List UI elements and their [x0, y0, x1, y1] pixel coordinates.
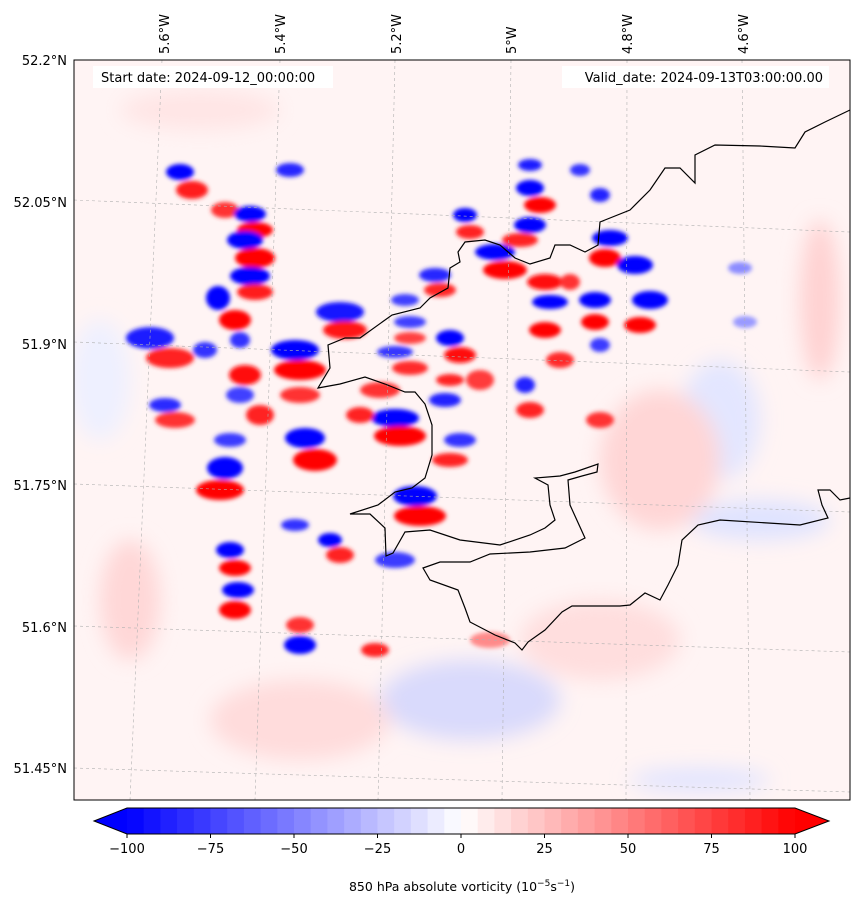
colorbar-bin — [644, 808, 662, 834]
colorbar-tick-label: −100 — [109, 842, 145, 857]
colorbar-bin — [611, 808, 629, 834]
lon-label: 5.2°W — [390, 14, 405, 54]
lon-label: 5.6°W — [158, 14, 173, 54]
colorbar-min-extension — [94, 808, 127, 834]
colorbar-bin — [310, 808, 328, 834]
lon-label: 5.4°W — [274, 14, 289, 54]
colorbar-bin — [711, 808, 729, 834]
lat-label: 51.45°N — [14, 762, 67, 777]
colorbar-tick-label: 25 — [536, 842, 553, 857]
colorbar-bin — [694, 808, 713, 834]
colorbar-bin — [410, 808, 429, 834]
lon-label: 4.8°W — [621, 14, 636, 54]
colorbar-tick-label: −75 — [197, 842, 224, 857]
start-date-text: Start date: 2024-09-12_00:00:00 — [101, 71, 315, 86]
coastline — [316, 109, 851, 651]
colorbar-bin — [678, 808, 696, 834]
colorbar-tick-label: 0 — [457, 842, 465, 857]
lat-label: 52.2°N — [22, 54, 67, 69]
colorbar-bin — [778, 808, 796, 834]
lon-label: 5°W — [505, 26, 520, 54]
colorbar-tick-label: 75 — [703, 842, 720, 857]
map-frame — [73, 59, 851, 801]
vorticity-field — [74, 90, 840, 792]
colorbar-bin — [511, 808, 529, 834]
colorbar-bin — [628, 808, 646, 834]
colorbar-bin — [160, 808, 178, 834]
colorbar: −100 −75 −50 −25 0 25 50 75 100 850 hPa absolute… — [92, 807, 831, 894]
colorbar-bin — [344, 808, 362, 834]
vorticity-features — [126, 159, 757, 657]
latitude-labels: 52.2°N 52.05°N 51.9°N 51.75°N 51.6°N 51.… — [14, 54, 67, 777]
colorbar-tick-label: 100 — [783, 842, 808, 857]
colorbar-label: 850 hPa absolute vorticity (10−5s−1) — [349, 879, 575, 894]
colorbar-tick-label: 50 — [620, 842, 637, 857]
colorbar-bin — [127, 808, 145, 834]
colorbar-bin — [544, 808, 562, 834]
colorbar-bin — [444, 808, 462, 834]
colorbar-bin — [477, 808, 495, 834]
colorbar-bin — [394, 808, 412, 834]
colorbar-bin — [427, 808, 445, 834]
colorbar-ticks: −100 −75 −50 −25 0 25 50 75 100 — [109, 834, 807, 857]
longitude-labels: 5.6°W 5.4°W 5.2°W 5°W 4.8°W 4.6°W — [158, 14, 752, 54]
colorbar-bin — [260, 808, 278, 834]
colorbar-bin — [577, 808, 596, 834]
colorbar-max-extension — [795, 808, 829, 834]
colorbar-bin — [594, 808, 612, 834]
colorbar-bin — [494, 808, 512, 834]
colorbar-bin — [277, 808, 295, 834]
colorbar-bins — [127, 808, 796, 834]
colorbar-bin — [327, 808, 345, 834]
colorbar-bin — [210, 808, 228, 834]
start-date-box — [93, 66, 333, 88]
colorbar-bin — [761, 808, 779, 834]
background-tints — [74, 90, 840, 792]
colorbar-bin — [360, 808, 379, 834]
colorbar-bin — [227, 808, 245, 834]
lat-label: 51.9°N — [22, 338, 67, 353]
colorbar-bin — [744, 808, 763, 834]
colorbar-bin — [377, 808, 395, 834]
colorbar-bin — [143, 808, 161, 834]
lat-label: 52.05°N — [14, 196, 67, 211]
lat-label: 51.6°N — [22, 621, 67, 636]
valid-date-text: Valid_date: 2024-09-13T03:00:00.00 — [585, 71, 823, 86]
colorbar-tick-label: −25 — [364, 842, 391, 857]
colorbar-bin — [527, 808, 546, 834]
colorbar-bin — [461, 808, 479, 834]
colorbar-bin — [294, 808, 312, 834]
colorbar-tick-label: −50 — [280, 842, 307, 857]
colorbar-bin — [728, 808, 746, 834]
colorbar-bin — [561, 808, 579, 834]
colorbar-bin — [193, 808, 212, 834]
valid-date-box — [562, 66, 829, 88]
lat-label: 51.75°N — [14, 479, 67, 494]
colorbar-bin — [177, 808, 195, 834]
lon-label: 4.6°W — [737, 14, 752, 54]
colorbar-bin — [661, 808, 679, 834]
colorbar-bin — [243, 808, 262, 834]
